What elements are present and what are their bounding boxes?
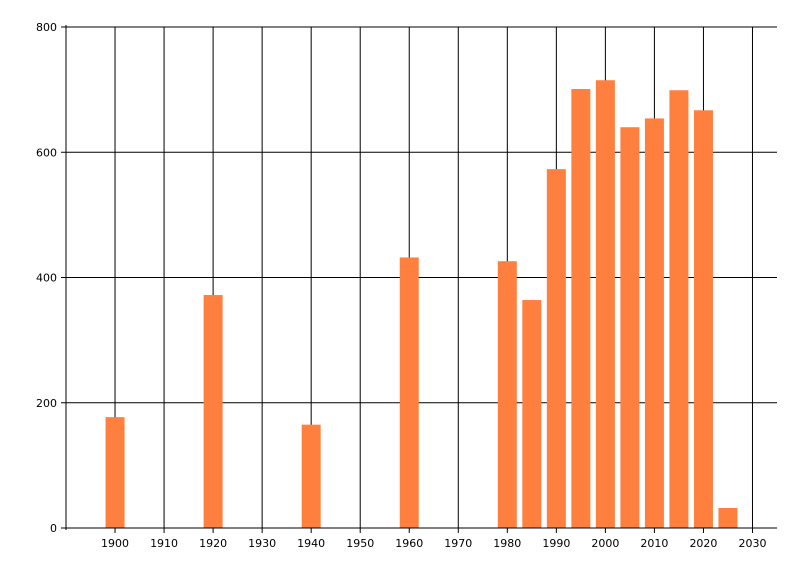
x-tick-labels: 1900 1910 1920 1930 1940 1950 1960 1970 1980 1990…	[101, 537, 766, 550]
axes-layer	[61, 25, 777, 533]
x-tick-label: 1900	[101, 537, 129, 550]
bar-1900	[105, 417, 125, 528]
y-tick-label: 800	[36, 21, 57, 34]
bar-2005	[620, 127, 640, 528]
x-tick-label: 1910	[150, 537, 178, 550]
x-tick-label: 2020	[689, 537, 717, 550]
x-tick-label: 1930	[248, 537, 276, 550]
bars-layer	[105, 80, 738, 529]
bar-1920	[203, 295, 223, 528]
bar-2000	[595, 80, 615, 528]
y-tick-labels: 0 200 400 600 800	[36, 21, 57, 535]
x-tick-label: 1970	[444, 537, 472, 550]
x-tick-label: 2030	[738, 537, 766, 550]
x-tick-label: 1980	[493, 537, 521, 550]
bar-2015	[669, 90, 689, 528]
bar-1985	[522, 300, 542, 528]
x-tick-label: 2010	[640, 537, 668, 550]
bar-2010	[644, 118, 664, 529]
bar-2020	[693, 110, 713, 528]
y-tick-label: 400	[36, 272, 57, 285]
x-tick-label: 2000	[591, 537, 619, 550]
x-tick-label: 1920	[199, 537, 227, 550]
x-tick-label: 1960	[395, 537, 423, 550]
bar-1980	[497, 261, 517, 528]
y-tick-label: 200	[36, 397, 57, 410]
bar-2025	[718, 507, 738, 528]
x-tick-label: 1950	[346, 537, 374, 550]
x-tick-label: 1990	[542, 537, 570, 550]
y-tick-label: 0	[50, 522, 57, 535]
bar-1960	[399, 257, 419, 528]
y-tick-label: 600	[36, 146, 57, 159]
bar-1990	[546, 169, 566, 528]
bar-1995	[571, 88, 591, 528]
bar-1940	[301, 424, 321, 528]
x-tick-label: 1940	[297, 537, 325, 550]
